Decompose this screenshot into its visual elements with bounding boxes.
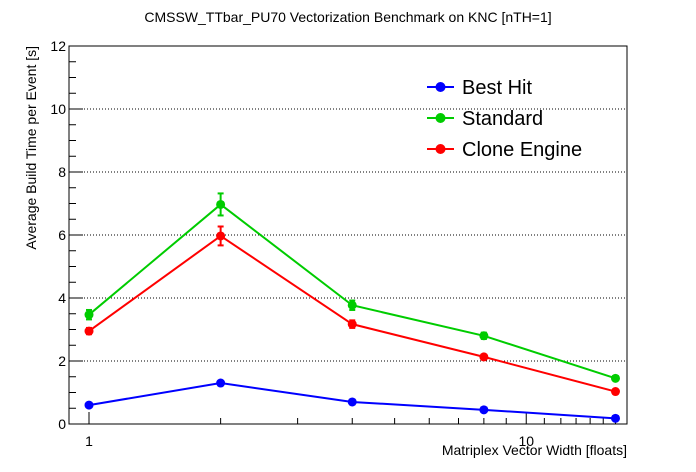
x-tick-label: 10 <box>518 433 534 449</box>
legend-item: Standard <box>427 108 543 130</box>
data-point <box>216 199 226 209</box>
legend-label: Standard <box>462 108 543 130</box>
series-best-hit <box>84 378 620 423</box>
legend-marker <box>435 144 446 154</box>
y-tick-label: 0 <box>58 416 66 432</box>
data-point <box>347 397 357 407</box>
y-tick-label: 12 <box>50 38 66 54</box>
legend: Best Hit Standard Clone Engine <box>427 77 582 161</box>
series-line <box>88 234 616 393</box>
data-point <box>479 405 489 415</box>
data-point <box>610 387 620 397</box>
data-point <box>216 378 226 388</box>
y-tick-label: 8 <box>58 164 66 180</box>
data-point <box>84 310 94 320</box>
data-point <box>216 231 226 241</box>
data-point <box>479 352 489 362</box>
series-layer <box>84 192 620 423</box>
data-point <box>347 319 357 329</box>
plot-frame <box>68 45 628 425</box>
series-clone-engine <box>84 225 620 397</box>
legend-label: Clone Engine <box>462 139 582 161</box>
legend-label: Best Hit <box>462 77 532 99</box>
tick-labels: 0 2 4 6 8 10 12 1 10 <box>50 38 534 449</box>
data-point <box>610 373 620 383</box>
series-line <box>88 203 616 380</box>
x-axis-label: Matriplex Vector Width [floats] <box>442 442 627 458</box>
data-point <box>479 331 489 341</box>
legend-marker <box>435 82 446 92</box>
data-point <box>347 300 357 310</box>
y-tick-label: 10 <box>50 101 66 117</box>
legend-item: Clone Engine <box>427 139 582 161</box>
data-point <box>84 326 94 336</box>
legend-item: Best Hit <box>427 77 532 99</box>
data-point <box>84 400 94 410</box>
series-standard <box>84 192 620 383</box>
y-tick-label: 2 <box>58 353 66 369</box>
y-tick-label: 6 <box>58 227 66 243</box>
grid-lines <box>69 108 627 362</box>
y-tick-label: 4 <box>58 290 66 306</box>
legend-marker <box>435 113 446 123</box>
y-axis-label: Average Build Time per Event [s] <box>23 46 39 250</box>
chart-title: CMSSW_TTbar_PU70 Vectorization Benchmark… <box>144 9 551 25</box>
data-point <box>610 413 620 423</box>
x-tick-label: 1 <box>85 433 93 449</box>
